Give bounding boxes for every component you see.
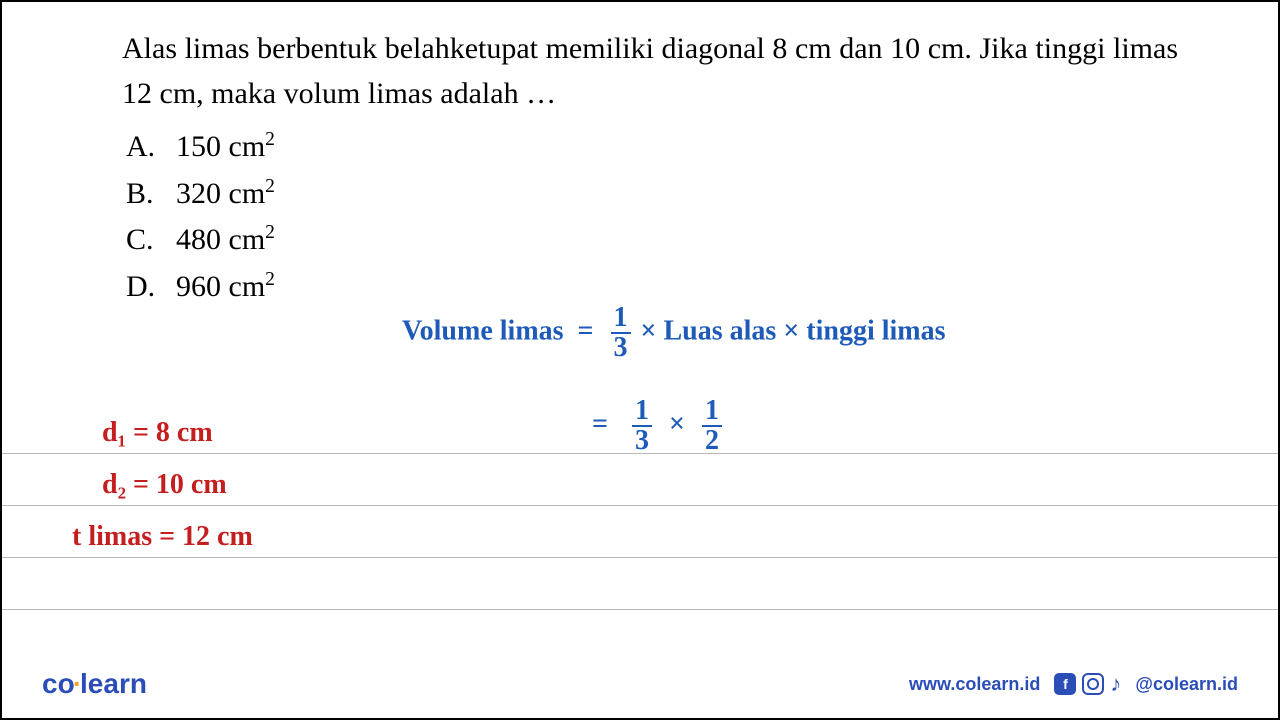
option-value: 960 cm2 (176, 264, 275, 311)
ruled-line: d₂ = 10 cm (2, 454, 1278, 506)
option-label: A. (126, 124, 176, 171)
tiktok-icon: ♪ (1110, 671, 1121, 697)
social-handle: @colearn.id (1135, 674, 1238, 695)
fraction: 1 3 (632, 397, 652, 455)
given-d1: d₁ = 8 cm (102, 417, 213, 449)
options-list: A. 150 cm2 B. 320 cm2 C. 480 cm2 D. 960 … (122, 124, 1178, 310)
option-label: B. (126, 171, 176, 218)
question-area: Alas limas berbentuk belahketupat memili… (2, 2, 1278, 310)
brand-logo: co·learn (42, 668, 147, 700)
ruled-line (2, 558, 1278, 610)
website-url: www.colearn.id (909, 674, 1040, 695)
social-icons: f ♪ (1054, 671, 1121, 697)
facebook-icon: f (1054, 673, 1076, 695)
option-value: 320 cm2 (176, 171, 275, 218)
option-b: B. 320 cm2 (126, 171, 1178, 218)
instagram-icon (1082, 673, 1104, 695)
fraction: 1 2 (702, 397, 722, 455)
option-value: 480 cm2 (176, 217, 275, 264)
ruled-line: t limas = 12 cm (2, 506, 1278, 558)
option-c: C. 480 cm2 (126, 217, 1178, 264)
calculation-step: = 1 3 × 1 2 (592, 397, 725, 455)
option-label: D. (126, 264, 176, 311)
fraction-one-third: 1 3 (611, 304, 631, 362)
option-value: 150 cm2 (176, 124, 275, 171)
given-d2: d₂ = 10 cm (102, 469, 227, 501)
footer: co·learn www.colearn.id f ♪ @colearn.id (2, 668, 1278, 700)
footer-right: www.colearn.id f ♪ @colearn.id (909, 671, 1238, 697)
option-a: A. 150 cm2 (126, 124, 1178, 171)
volume-formula: Volume limas = 1 3 × Luas alas × tinggi … (402, 304, 946, 362)
given-t: t limas = 12 cm (72, 521, 253, 553)
question-text: Alas limas berbentuk belahketupat memili… (122, 26, 1178, 116)
option-label: C. (126, 217, 176, 264)
